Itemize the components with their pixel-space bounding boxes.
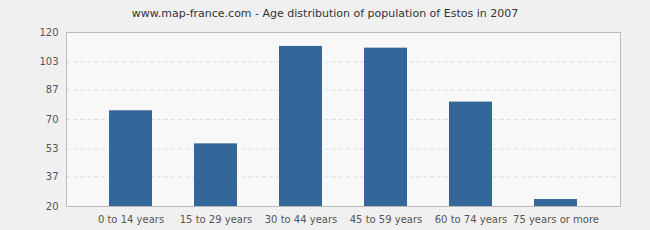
svg-text:87: 87: [46, 84, 59, 95]
svg-text:103: 103: [39, 56, 58, 67]
svg-text:70: 70: [46, 114, 59, 125]
svg-text:53: 53: [46, 143, 59, 154]
svg-text:37: 37: [46, 171, 59, 182]
svg-text:20: 20: [46, 201, 59, 212]
html-text:www.map-france.com - Age distr: www.map-france.com - Age distribution of…: [131, 7, 519, 20]
svg-text:60 to 74 years: 60 to 74 years: [435, 214, 508, 225]
svg-text:75 years or more: 75 years or more: [513, 214, 599, 225]
svg-text:45 to 59 years: 45 to 59 years: [350, 214, 423, 225]
svg-text:15 to 29 years: 15 to 29 years: [180, 214, 253, 225]
svg-text:30 to 44 years: 30 to 44 years: [265, 214, 338, 225]
svg-text:120: 120: [39, 27, 58, 38]
svg-text:0 to 14 years: 0 to 14 years: [98, 214, 164, 225]
